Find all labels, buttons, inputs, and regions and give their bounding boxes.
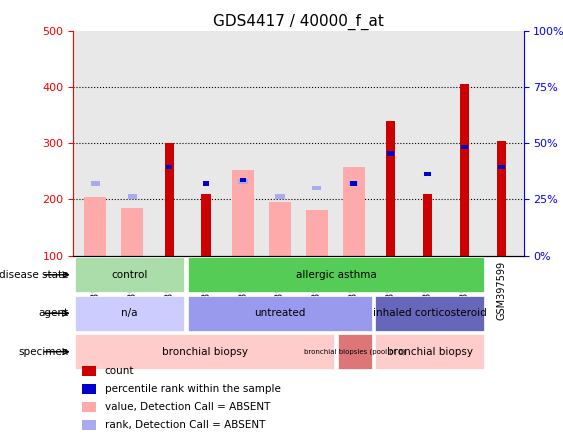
Text: value, Detection Call = ABSENT: value, Detection Call = ABSENT	[105, 402, 270, 412]
Bar	[82, 384, 96, 394]
Text: inhaled corticosteroid: inhaled corticosteroid	[373, 308, 486, 318]
Text: rank, Detection Call = ABSENT: rank, Detection Call = ABSENT	[105, 420, 265, 430]
Text: specimen: specimen	[19, 347, 69, 357]
Text: agent: agent	[38, 308, 69, 318]
Text: percentile rank within the sample: percentile rank within the sample	[105, 384, 280, 394]
Bar	[461, 145, 468, 150]
Text: untreated: untreated	[254, 308, 305, 318]
Bar	[238, 179, 248, 184]
Bar	[497, 140, 506, 256]
Bar	[423, 194, 432, 256]
Text: bronchial biopsy: bronchial biopsy	[387, 347, 473, 357]
Bar	[498, 165, 505, 169]
Bar	[232, 170, 254, 256]
Text: allergic asthma: allergic asthma	[296, 270, 376, 280]
Bar	[84, 197, 106, 256]
FancyBboxPatch shape	[376, 334, 484, 369]
Text: control: control	[111, 270, 148, 280]
Bar	[275, 194, 284, 199]
Text: n/a: n/a	[121, 308, 138, 318]
FancyBboxPatch shape	[187, 258, 484, 292]
Bar	[82, 420, 96, 430]
Bar	[82, 402, 96, 412]
FancyBboxPatch shape	[187, 296, 372, 331]
Bar	[240, 178, 247, 182]
Bar	[164, 143, 174, 256]
Bar	[82, 366, 96, 376]
Text: disease state: disease state	[0, 270, 69, 280]
Text: count: count	[105, 366, 134, 376]
FancyBboxPatch shape	[75, 258, 184, 292]
Bar	[121, 208, 144, 256]
FancyBboxPatch shape	[75, 334, 334, 369]
Text: bronchial biopsy: bronchial biopsy	[162, 347, 248, 357]
Bar	[312, 186, 321, 190]
Bar	[269, 202, 291, 256]
Bar	[460, 84, 469, 256]
Bar	[343, 167, 365, 256]
FancyBboxPatch shape	[338, 334, 372, 369]
Bar	[387, 151, 394, 156]
Bar	[350, 182, 357, 186]
Bar	[425, 172, 431, 176]
Bar	[166, 165, 172, 169]
Bar	[203, 182, 209, 186]
Bar	[349, 182, 359, 186]
Bar	[306, 210, 328, 256]
Bar	[202, 194, 211, 256]
Title: GDS4417 / 40000_f_at: GDS4417 / 40000_f_at	[213, 13, 384, 30]
FancyBboxPatch shape	[376, 296, 484, 331]
Bar	[386, 121, 395, 256]
FancyBboxPatch shape	[75, 296, 184, 331]
Bar	[91, 182, 100, 186]
Bar	[128, 194, 137, 199]
Text: bronchial biopsies (pool of 6): bronchial biopsies (pool of 6)	[304, 349, 405, 355]
